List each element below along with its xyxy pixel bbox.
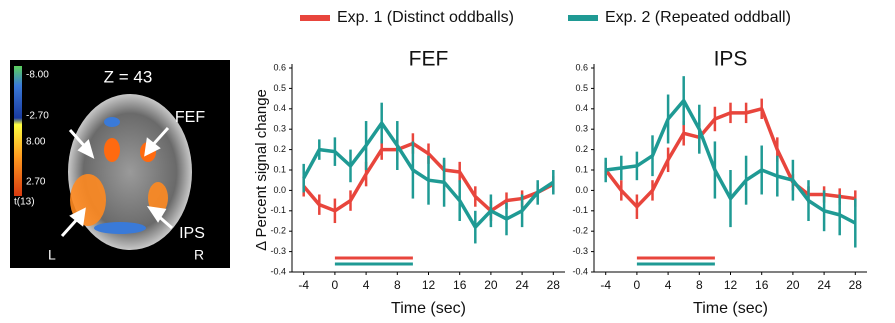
- colorbar-title: t(13): [14, 197, 35, 208]
- activation: [104, 138, 120, 162]
- x-tick-label: 16: [453, 278, 467, 292]
- y-tick-label: -0.1: [270, 205, 286, 215]
- x-tick-label: -4: [298, 278, 309, 292]
- x-tick-label: 0: [634, 278, 641, 292]
- slice-label: Z = 43: [104, 67, 153, 86]
- y-tick-label: -0.4: [572, 266, 588, 276]
- x-tick-label: 24: [515, 278, 529, 292]
- y-tick-label: -0.1: [572, 205, 588, 215]
- x-tick-label: 20: [484, 278, 498, 292]
- y-tick-label: 0.3: [575, 124, 588, 134]
- x-tick-label: -4: [600, 278, 611, 292]
- y-tick-label: 0.1: [575, 164, 588, 174]
- x-tick-label: 0: [332, 278, 339, 292]
- x-tick-label: 8: [394, 278, 401, 292]
- x-tick-label: 16: [755, 278, 769, 292]
- y-tick-label: 0.3: [273, 124, 286, 134]
- side-label: L: [48, 247, 56, 263]
- deactivation: [104, 117, 120, 127]
- colorbar-label: 8.00: [26, 137, 46, 148]
- colorbar-label: 2.70: [26, 177, 46, 188]
- y-tick-label: 0.0: [273, 185, 286, 195]
- x-axis-title: Time (sec): [693, 300, 768, 317]
- colorbar: [14, 66, 22, 196]
- colorbar-label: -2.70: [26, 111, 49, 122]
- y-tick-label: 0.1: [273, 164, 286, 174]
- y-tick-label: 0.2: [273, 144, 286, 154]
- y-axis-title: Δ Percent signal change: [253, 89, 270, 251]
- y-tick-label: -0.2: [572, 226, 588, 236]
- y-tick-label: 0.5: [273, 83, 286, 93]
- x-tick-label: 4: [363, 278, 370, 292]
- figure: Z = 43 FEF IPS L R -8.00 -2.70 8.00 2.70…: [0, 0, 895, 323]
- side-label: R: [194, 247, 204, 263]
- y-tick-label: 0.6: [575, 62, 588, 72]
- y-tick-label: -0.2: [270, 226, 286, 236]
- x-tick-label: 8: [696, 278, 703, 292]
- page: {"legend_title_note_free": null, "brain_…: [0, 0, 895, 323]
- x-tick-label: 28: [547, 278, 561, 292]
- y-tick-label: 0.5: [575, 83, 588, 93]
- chart-title: IPS: [714, 48, 748, 71]
- x-axis-title: Time (sec): [391, 300, 466, 317]
- region-label: FEF: [175, 109, 205, 126]
- brain-panel: Z = 43 FEF IPS L R -8.00 -2.70 8.00 2.70…: [10, 60, 230, 268]
- chart-title: FEF: [409, 48, 449, 71]
- x-tick-label: 4: [665, 278, 672, 292]
- x-tick-label: 20: [786, 278, 800, 292]
- deactivation: [94, 222, 146, 234]
- y-tick-label: -0.3: [270, 246, 286, 256]
- legend-label: Exp. 1 (Distinct oddballs): [337, 9, 514, 26]
- legend-label: Exp. 2 (Repeated oddball): [605, 9, 791, 26]
- y-tick-label: 0.2: [575, 144, 588, 154]
- x-tick-label: 28: [849, 278, 863, 292]
- y-tick-label: -0.3: [572, 246, 588, 256]
- x-tick-label: 12: [724, 278, 738, 292]
- y-tick-label: 0.4: [575, 103, 588, 113]
- colorbar-label: -8.00: [26, 70, 49, 81]
- y-tick-label: 0.6: [273, 62, 286, 72]
- x-tick-label: 12: [422, 278, 436, 292]
- y-tick-label: 0.4: [273, 103, 286, 113]
- x-tick-label: 24: [817, 278, 831, 292]
- y-tick-label: -0.4: [270, 266, 286, 276]
- y-tick-label: 0.0: [575, 185, 588, 195]
- region-label: IPS: [179, 225, 205, 242]
